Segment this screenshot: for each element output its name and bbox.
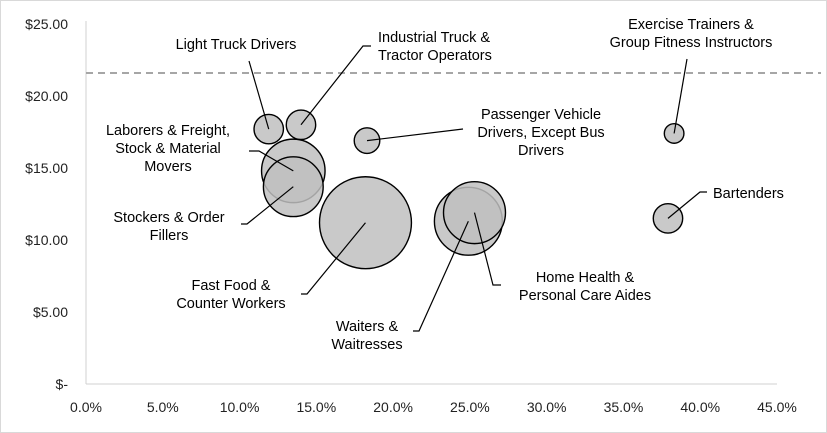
data-label: Stockers & Order Fillers bbox=[113, 210, 224, 244]
x-tick-label: 35.0% bbox=[604, 399, 644, 415]
leader-line bbox=[366, 128, 464, 142]
data-label: Home Health & Personal Care Aides bbox=[519, 270, 651, 304]
y-tick-label: $20.00 bbox=[25, 88, 68, 104]
data-label: Waiters & Waitresses bbox=[331, 319, 402, 353]
y-tick-label: $10.00 bbox=[25, 232, 68, 248]
data-label-line: Light Truck Drivers bbox=[176, 37, 297, 53]
data-label-line: Stockers & Order bbox=[113, 210, 224, 226]
x-tick-label: 15.0% bbox=[296, 399, 336, 415]
data-label-line: Drivers, Except Bus bbox=[477, 125, 604, 141]
data-label: Industrial Truck & Tractor Operators bbox=[378, 30, 492, 64]
data-label-line: Counter Workers bbox=[176, 296, 285, 312]
leader-line bbox=[673, 58, 688, 134]
leader-line bbox=[473, 212, 501, 286]
data-label-line: Group Fitness Instructors bbox=[610, 35, 773, 51]
leader-line bbox=[241, 186, 294, 225]
bubbles bbox=[253, 109, 685, 270]
bubble bbox=[442, 180, 507, 245]
x-tick-label: 45.0% bbox=[757, 399, 797, 415]
data-label-line: Industrial Truck & bbox=[378, 30, 490, 46]
leader-line bbox=[249, 150, 294, 172]
leader-line bbox=[301, 222, 366, 295]
data-label-line: Personal Care Aides bbox=[519, 288, 651, 304]
data-label-line: Stock & Material bbox=[115, 141, 221, 157]
data-label-line: Drivers bbox=[518, 143, 564, 159]
x-tick-label: 40.0% bbox=[680, 399, 720, 415]
bubble bbox=[318, 176, 413, 270]
data-label-line: Waitresses bbox=[331, 337, 402, 353]
data-label-line: Fillers bbox=[150, 228, 189, 244]
data-label-line: Tractor Operators bbox=[378, 48, 492, 64]
x-tick-label: 25.0% bbox=[450, 399, 490, 415]
leader-line bbox=[667, 191, 707, 219]
y-tick-label: $15.00 bbox=[25, 160, 68, 176]
data-label: Light Truck Drivers bbox=[176, 37, 297, 53]
data-label-line: Laborers & Freight, bbox=[106, 123, 230, 139]
data-label-line: Home Health & bbox=[536, 270, 635, 286]
x-tick-label: 30.0% bbox=[527, 399, 567, 415]
data-label-line: Waiters & bbox=[336, 319, 399, 335]
data-label-line: Exercise Trainers & bbox=[628, 17, 754, 33]
y-tick-label: $25.00 bbox=[25, 16, 68, 32]
data-label-line: Fast Food & bbox=[192, 278, 271, 294]
x-tick-label: 20.0% bbox=[373, 399, 413, 415]
data-labels: Light Truck Drivers Industrial Truck & Tra… bbox=[106, 17, 784, 353]
leader-line bbox=[413, 221, 469, 332]
x-tick-label: 0.0% bbox=[70, 399, 102, 415]
leader-line bbox=[300, 45, 371, 126]
data-label: Fast Food & Counter Workers bbox=[176, 278, 285, 312]
y-tick-label: $- bbox=[56, 376, 69, 392]
y-tick-label: $5.00 bbox=[33, 304, 68, 320]
data-label-line: Passenger Vehicle bbox=[481, 107, 601, 123]
data-label-line: Movers bbox=[144, 159, 192, 175]
x-tick-label: 5.0% bbox=[147, 399, 179, 415]
leader-line bbox=[248, 60, 270, 130]
data-label: Passenger Vehicle Drivers, Except Bus Driv… bbox=[477, 107, 604, 159]
data-label: Exercise Trainers & Group Fitness Instruc… bbox=[610, 17, 773, 51]
data-label: Bartenders bbox=[713, 186, 784, 202]
data-label: Laborers & Freight, Stock & Material Mover… bbox=[106, 123, 230, 175]
x-tick-label: 10.0% bbox=[220, 399, 260, 415]
data-label-line: Bartenders bbox=[713, 186, 784, 202]
